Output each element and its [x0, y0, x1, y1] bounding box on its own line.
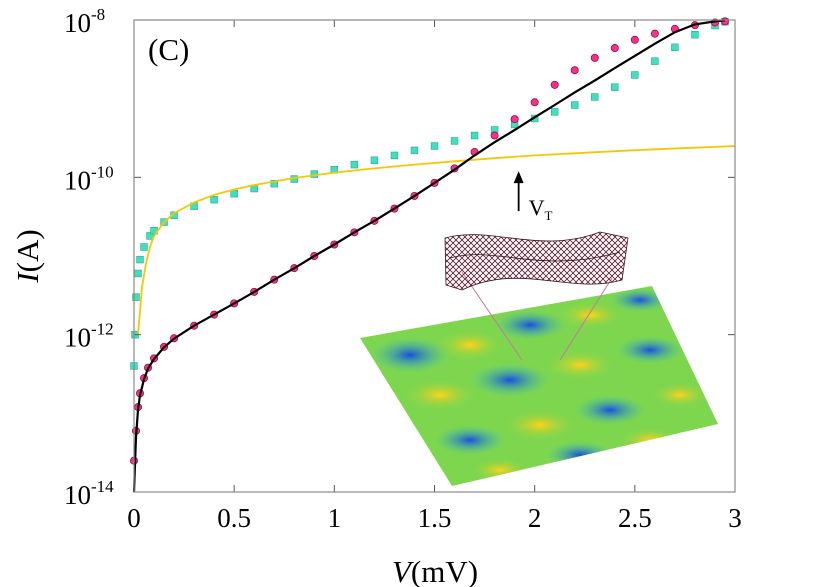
lattice-wave	[449, 251, 621, 262]
series-2	[137, 145, 736, 335]
arrow-head	[513, 171, 524, 184]
data-point	[571, 101, 579, 109]
y-axis-unit: (A)	[10, 229, 45, 272]
surface-blob	[494, 310, 566, 340]
x-tick-label: 0.5	[217, 503, 251, 533]
data-point	[270, 179, 278, 188]
threshold-annotation: VT	[513, 171, 553, 223]
y-axis-var: I	[10, 271, 45, 284]
surface-blob	[435, 329, 505, 361]
surface-blob	[616, 336, 684, 364]
y-tick-label: 10-12	[64, 320, 114, 353]
x-tick-label: 1	[328, 503, 342, 533]
surface-blob	[434, 425, 506, 455]
data-point	[671, 43, 679, 51]
data-point	[430, 142, 439, 150]
data-point	[570, 66, 579, 75]
y-tick-label: 10-14	[64, 477, 114, 510]
data-point	[136, 255, 144, 264]
y-axis-title: I(A)	[10, 229, 45, 283]
data-point	[650, 29, 659, 38]
surface-blob	[610, 288, 670, 312]
x-axis-title: V(mV)	[392, 554, 478, 587]
data-point	[410, 146, 419, 155]
data-point	[132, 293, 140, 301]
data-point	[140, 243, 148, 251]
y-tick-label: 10-8	[64, 5, 105, 38]
data-point	[370, 156, 379, 164]
series-line	[137, 145, 736, 335]
surface-blob	[470, 363, 550, 397]
x-tick-label: 3	[728, 503, 742, 533]
lattice-surface	[444, 231, 629, 291]
surface-blob	[402, 379, 478, 411]
x-tick-label: 1.5	[418, 503, 452, 533]
data-point	[691, 31, 699, 39]
data-point	[450, 137, 459, 145]
data-point	[610, 44, 619, 53]
data-point	[550, 80, 559, 89]
x-axis-unit: (mV)	[411, 554, 478, 587]
series-line	[132, 19, 726, 493]
data-point	[210, 195, 218, 204]
data-point	[510, 115, 519, 124]
data-point	[530, 98, 539, 107]
surface-blob	[650, 382, 710, 408]
inset-illustration	[360, 231, 718, 486]
x-tick-label: 2.5	[618, 503, 652, 533]
data-point	[350, 160, 359, 169]
series-3	[132, 19, 726, 493]
data-point	[651, 57, 659, 65]
data-point	[134, 269, 142, 278]
data-point	[490, 131, 499, 140]
surface-blob	[502, 409, 578, 441]
data-point	[550, 108, 559, 116]
data-point	[630, 35, 639, 44]
data-point	[590, 53, 599, 62]
data-point	[230, 189, 238, 198]
data-point	[470, 131, 479, 140]
x-tick-label: 2	[528, 503, 542, 533]
data-point	[611, 83, 619, 91]
data-point	[390, 151, 399, 160]
zoom-line	[559, 277, 613, 361]
x-axis-var: V	[392, 554, 414, 587]
surface-blob	[574, 395, 646, 425]
plot-frame	[133, 19, 736, 493]
data-point	[631, 71, 639, 79]
threshold-label: VT	[529, 195, 553, 223]
surface-blob	[544, 350, 616, 380]
surface-blob	[370, 337, 450, 373]
surface-blob	[556, 301, 624, 329]
data-point	[591, 93, 599, 101]
panel-label: (C)	[148, 32, 189, 67]
zoom-line	[461, 271, 523, 361]
y-tick-label: 10-10	[64, 162, 114, 195]
x-tick-label: 0	[127, 503, 141, 533]
